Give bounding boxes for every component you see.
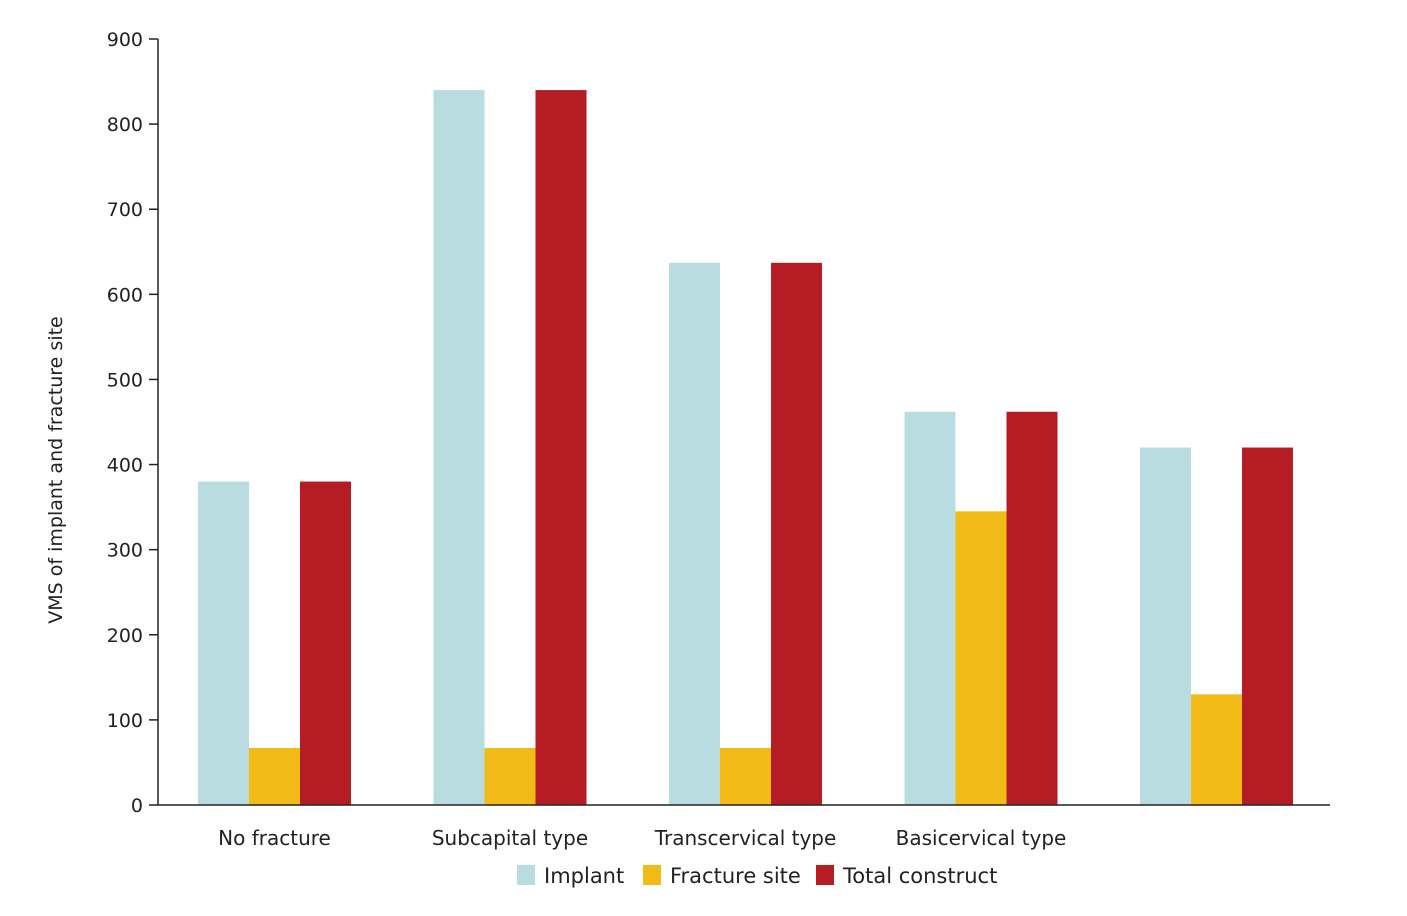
bars — [198, 90, 1293, 806]
y-tick-label: 600 — [107, 284, 143, 306]
bar — [669, 262, 720, 805]
y-tick-label: 0 — [131, 795, 143, 817]
legend-swatch — [816, 865, 834, 885]
bar — [300, 481, 351, 805]
legend-swatch — [517, 865, 535, 885]
x-axis-labels: No fracture Subcapital type Transcervical … — [218, 826, 1066, 850]
y-axis-ticks: 0 100 200 300 400 500 600 700 800 900 — [107, 29, 158, 817]
bar — [720, 747, 771, 805]
y-tick-label: 500 — [107, 369, 143, 391]
bar — [484, 747, 536, 805]
bar — [771, 262, 822, 805]
y-axis-title-group: VMS of implant and fracture site — [45, 316, 67, 623]
bar — [198, 481, 249, 805]
bar — [1242, 447, 1293, 805]
legend-label: Total construct — [842, 864, 997, 888]
y-tick-label: 100 — [107, 710, 143, 732]
y-tick-label: 400 — [107, 455, 143, 477]
x-category-label: Basicervical type — [896, 826, 1067, 850]
bar — [1006, 411, 1058, 805]
legend-label: Implant — [544, 864, 624, 888]
x-category-label: No fracture — [218, 826, 331, 850]
bar — [904, 411, 956, 805]
legend-swatch — [643, 865, 661, 885]
y-tick-label: 800 — [107, 114, 143, 136]
bar — [433, 90, 485, 806]
axes — [157, 39, 1330, 806]
bar — [535, 90, 587, 806]
y-tick-label: 300 — [107, 540, 143, 562]
bar — [1140, 447, 1191, 805]
y-tick-label: 700 — [107, 199, 143, 221]
x-category-label: Subcapital type — [432, 826, 588, 850]
bar — [249, 747, 300, 805]
bar — [955, 511, 1007, 805]
y-tick-label: 200 — [107, 625, 143, 647]
y-tick-label: 900 — [107, 29, 143, 51]
y-axis-title: VMS of implant and fracture site — [45, 316, 67, 623]
x-category-label: Transcervical type — [654, 826, 837, 850]
legend-label: Fracture site — [670, 864, 801, 888]
legend: Implant Fracture site Total construct — [517, 864, 997, 888]
bar — [1191, 694, 1242, 805]
